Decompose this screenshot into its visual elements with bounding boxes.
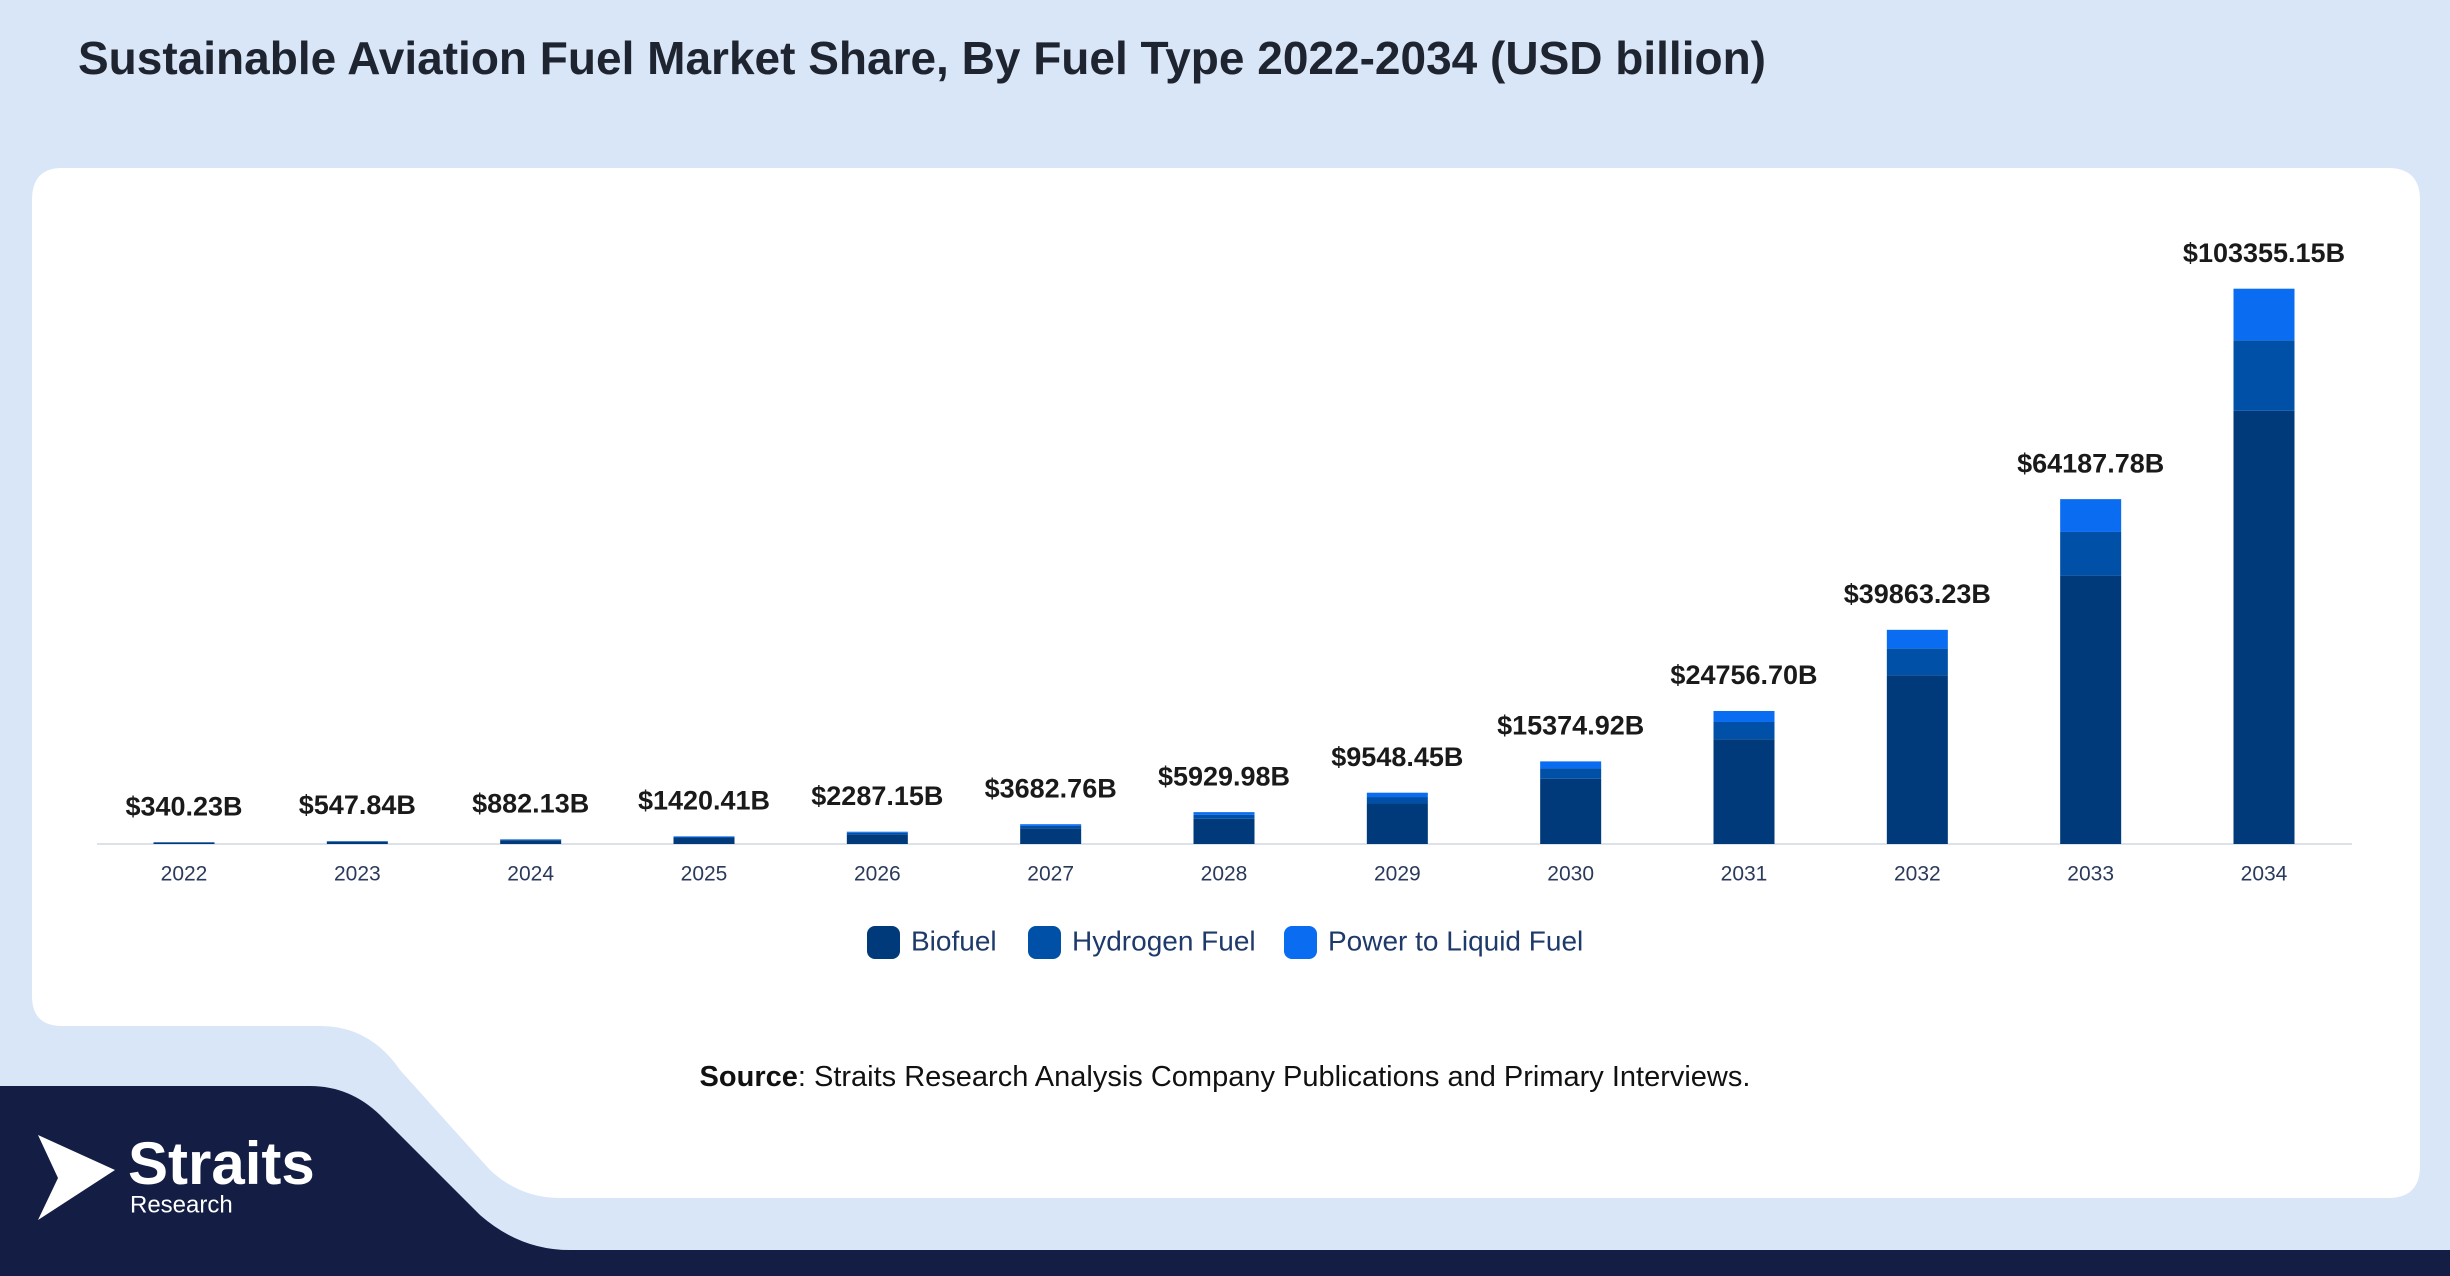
total-label: $3682.76B [985, 773, 1117, 803]
bar-segment [673, 837, 735, 844]
total-label: $340.23B [125, 791, 242, 821]
bar-segment [846, 832, 908, 835]
bar-segment [1886, 648, 1948, 676]
legend-swatch [1028, 926, 1061, 959]
x-tick-label: 2029 [1374, 863, 1421, 886]
bar-segment [846, 834, 908, 844]
bar-segment [2233, 410, 2295, 844]
x-tick-label: 2030 [1547, 863, 1594, 886]
legend-label: Hydrogen Fuel [1072, 925, 1256, 956]
x-tick-label: 2022 [161, 863, 208, 886]
total-label: $5929.98B [1158, 761, 1290, 791]
total-label: $1420.41B [638, 785, 770, 815]
x-tick-label: 2026 [854, 863, 901, 886]
bar-segment [1713, 710, 1775, 722]
bar-segment [846, 831, 908, 833]
total-label: $2287.15B [811, 781, 943, 811]
total-label: $39863.23B [1844, 579, 1991, 609]
bar-segment [1020, 824, 1082, 826]
total-label: $15374.92B [1497, 711, 1644, 741]
footer-band [0, 1086, 2450, 1276]
x-tick-label: 2032 [1894, 863, 1941, 886]
bar-segment [1193, 812, 1255, 815]
x-tick-label: 2033 [2067, 863, 2114, 886]
source-text: : Straits Research Analysis Company Publ… [798, 1061, 1751, 1093]
x-tick-label: 2028 [1201, 863, 1248, 886]
x-tick-label: 2025 [681, 863, 728, 886]
total-label: $882.13B [472, 788, 589, 818]
bar-segment [2233, 340, 2295, 411]
bar-segment [2233, 288, 2295, 341]
bar-segment [2060, 531, 2122, 576]
bar-segment [673, 837, 735, 838]
x-tick-label: 2023 [334, 863, 381, 886]
source-label: Source [700, 1061, 798, 1093]
logo-name: Straits [128, 1130, 315, 1197]
x-tick-label: 2031 [1721, 863, 1768, 886]
total-label: $24756.70B [1670, 660, 1817, 690]
x-tick-label: 2027 [1027, 863, 1074, 886]
bar-segment [153, 842, 215, 844]
bar-segment [1020, 825, 1082, 829]
bar-segment [1886, 675, 1948, 844]
legend-label: Biofuel [911, 925, 997, 956]
bar-segment [1540, 768, 1602, 779]
logo-icon [38, 1135, 115, 1220]
total-label: $9548.45B [1331, 742, 1463, 772]
x-tick-label: 2034 [2241, 863, 2288, 886]
bar-segment [673, 836, 735, 838]
bar-segment [1366, 797, 1428, 804]
total-label: $64187.78B [2017, 448, 2164, 478]
chart-title: Sustainable Aviation Fuel Market Share, … [78, 32, 1766, 84]
legend-swatch [1284, 926, 1317, 959]
bar-segment [1713, 721, 1775, 740]
legend-swatch [867, 926, 900, 959]
bar-segment [1020, 828, 1082, 844]
x-tick-label: 2024 [507, 863, 554, 886]
bar-segment [1540, 761, 1602, 769]
total-label: $103355.15B [2183, 238, 2345, 268]
bar-segment [2060, 575, 2122, 844]
legend-label: Power to Liquid Fuel [1328, 925, 1583, 956]
bar-segment [326, 841, 388, 844]
bar-segment [1713, 739, 1775, 844]
bar-segment [1540, 778, 1602, 844]
card [32, 168, 2420, 1198]
bar-segment [1366, 792, 1428, 798]
bar-segment [500, 840, 562, 844]
logo-sub: Research [130, 1191, 233, 1218]
bar-segment [1193, 818, 1255, 844]
total-label: $547.84B [299, 790, 416, 820]
bar-segment [500, 839, 562, 841]
bar-segment [1366, 803, 1428, 844]
bar-segment [1886, 629, 1948, 649]
bar-segment [2060, 499, 2122, 532]
source: Source: Straits Research Analysis Compan… [700, 1061, 1751, 1093]
bar-segment [1193, 814, 1255, 819]
